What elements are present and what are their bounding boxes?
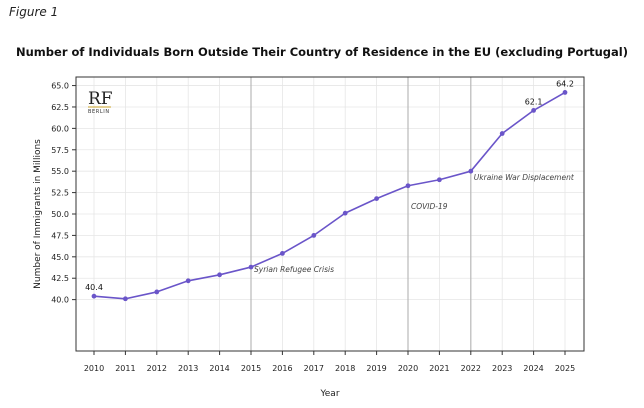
data-point: [280, 250, 285, 256]
logo-sub: BERLIN: [88, 109, 110, 115]
data-point: [374, 196, 379, 201]
grid-layer: [76, 77, 584, 351]
series-layer: [91, 90, 568, 302]
data-point: [154, 289, 160, 295]
x-tick-label: 2011: [115, 364, 135, 373]
data-point: [499, 131, 505, 136]
data-point: [405, 183, 411, 189]
y-tick-label: 40.0: [51, 296, 69, 305]
data-point: [185, 278, 191, 284]
y-tick-label: 55.0: [51, 167, 69, 176]
event-layer: [250, 77, 472, 351]
data-point: [342, 210, 348, 216]
data-label: 40.4: [85, 283, 103, 292]
chart-title: Number of Individuals Born Outside Their…: [16, 45, 628, 59]
x-axis-title: Year: [319, 389, 339, 399]
event-label: COVID-19: [411, 202, 448, 211]
data-point: [531, 107, 536, 113]
x-tick-label: 2019: [366, 364, 386, 373]
x-tick-label: 2014: [209, 364, 229, 373]
ticks-layer: 40.0 42.5 45.0 47.5 50.0 52.5 55.0 57.5 60.0 62.5…: [51, 82, 575, 373]
y-tick-label: 42.5: [51, 274, 69, 283]
data-point: [91, 293, 97, 299]
x-tick-label: 2015: [241, 364, 261, 373]
event-label: Syrian Refugee Crisis: [254, 265, 334, 274]
x-tick-label: 2010: [84, 364, 104, 373]
x-tick-label: 2024: [523, 364, 543, 373]
y-axis-title: Number of Immigrants in Millions: [33, 139, 43, 289]
data-point: [437, 177, 442, 183]
data-label: 64.2: [556, 79, 574, 88]
x-tick-label: 2021: [429, 364, 449, 373]
x-tick-label: 2017: [304, 364, 324, 373]
y-tick-label: 45.0: [51, 253, 69, 262]
data-point: [248, 264, 254, 270]
y-tick-label: 65.0: [51, 82, 69, 91]
data-point: [562, 90, 568, 95]
data-label: 62.1: [525, 97, 543, 106]
x-tick-label: 2025: [555, 364, 575, 373]
y-tick-label: 60.0: [51, 124, 69, 133]
y-tick-label: 62.5: [51, 103, 69, 112]
data-point: [217, 272, 223, 278]
event-label: Ukraine War Displacement: [474, 173, 575, 182]
x-tick-label: 2012: [147, 364, 167, 373]
data-point: [311, 233, 317, 238]
labels-layer: Syrian Refugee Crisis COVID-19 Ukraine War…: [85, 79, 575, 292]
y-tick-label: 52.5: [51, 189, 69, 198]
x-tick-label: 2023: [492, 364, 512, 373]
data-point: [468, 168, 474, 174]
y-tick-label: 57.5: [51, 146, 69, 155]
x-tick-label: 2020: [398, 364, 418, 373]
x-tick-label: 2013: [178, 364, 198, 373]
x-tick-label: 2016: [272, 364, 292, 373]
y-tick-label: 50.0: [51, 210, 69, 219]
y-tick-label: 47.5: [51, 231, 69, 240]
logo: RF BERLIN: [88, 89, 113, 115]
logo-main: RF: [88, 89, 113, 109]
figure-label: Figure 1: [9, 5, 59, 19]
data-point: [123, 296, 128, 302]
series-line: [93, 91, 566, 300]
x-tick-label: 2018: [335, 364, 355, 373]
x-tick-label: 2022: [461, 364, 481, 373]
